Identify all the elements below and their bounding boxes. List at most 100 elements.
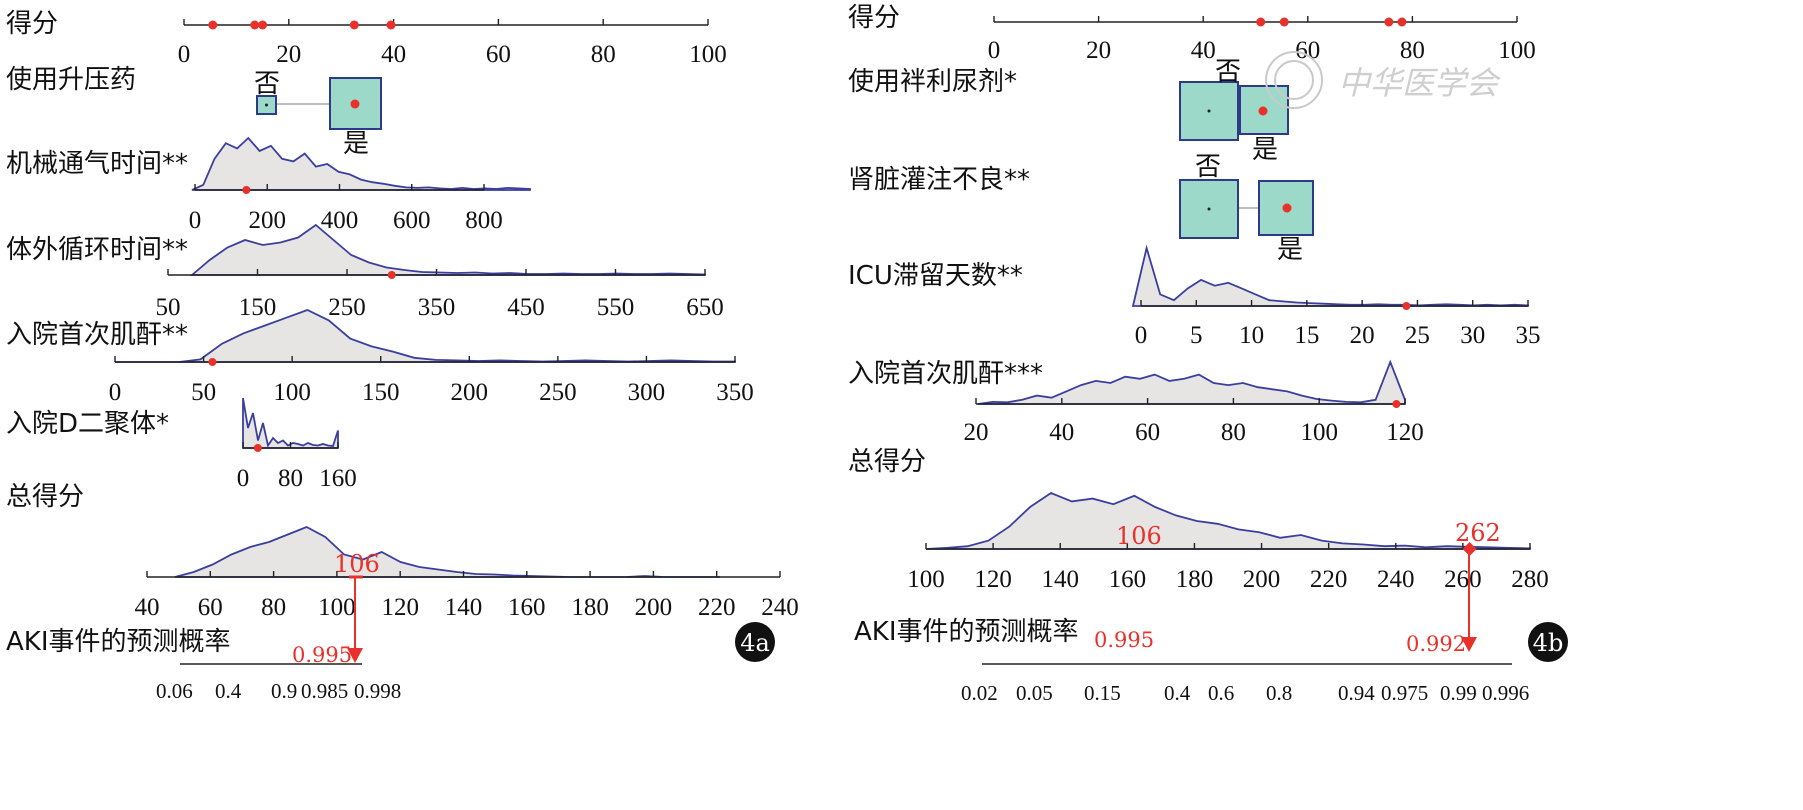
tick-label: 140 — [445, 594, 483, 621]
tick-label: 60 — [1135, 419, 1160, 446]
tick-label: 150 — [239, 294, 277, 321]
tick-label: 50 — [191, 379, 216, 406]
prediction-arrow-head — [347, 648, 363, 663]
score-marker — [258, 20, 268, 30]
tick-label: 15 — [1294, 322, 1319, 349]
tick-label: 200 — [635, 594, 673, 621]
tick-label: 0 — [237, 465, 250, 492]
prob-tick: 0.15 — [1084, 681, 1121, 705]
prediction-arrow-head — [1461, 637, 1477, 652]
var-label-creatinine: 入院首次肌酐** — [6, 320, 188, 350]
category-label-no: 否 — [1195, 152, 1221, 182]
tick-label: 650 — [686, 294, 724, 321]
tick-label: 350 — [418, 294, 456, 321]
density-curve — [115, 309, 736, 363]
tick-label: 550 — [597, 294, 635, 321]
tick-label: 160 — [508, 594, 546, 621]
tick-label: 240 — [1377, 566, 1415, 593]
points-axis-markers — [208, 20, 396, 30]
tick-label: 80 — [278, 465, 303, 492]
tick-label: 120 — [381, 594, 419, 621]
tick-label: 0 — [988, 37, 1001, 64]
score-marker — [349, 20, 359, 30]
category-label-no: 否 — [254, 69, 280, 99]
category-label-no: 否 — [1215, 57, 1241, 87]
prob-tick: 0.9 — [271, 679, 297, 703]
tick-label: 20 — [964, 419, 989, 446]
probability-value-label: 0.992 — [1406, 632, 1466, 656]
tick-label: 80 — [1221, 419, 1246, 446]
panel-badge-label: 4b — [1533, 629, 1564, 657]
tick-label: 10 — [1239, 322, 1264, 349]
probability-extra-label: 0.995 — [1094, 628, 1154, 652]
prob-tick: 0.6 — [1208, 681, 1234, 705]
density-icu-days: 0 5 10 15 20 25 30 35 — [1131, 244, 1541, 349]
tick-label: 40 — [1049, 419, 1074, 446]
var-label-creatinine: 入院首次肌酐*** — [848, 359, 1043, 389]
tick-label: 250 — [328, 294, 366, 321]
var-label-renal-malperfusion: 肾脏灌注不良** — [848, 165, 1030, 195]
watermark: 中华医学会 — [1265, 51, 1501, 109]
value-marker — [1402, 302, 1411, 310]
prob-tick: 0.975 — [1381, 681, 1428, 705]
center-dot — [1207, 109, 1211, 113]
tick-label: 260 — [1444, 566, 1482, 593]
selected-point — [350, 99, 360, 109]
score-marker — [1279, 17, 1289, 27]
center-dot — [1207, 207, 1211, 211]
total-marker-label: 106 — [334, 550, 380, 578]
tick-label: 120 — [1386, 419, 1424, 446]
tick-label: 0 — [109, 379, 122, 406]
var-label-ventilation: 机械通气时间** — [6, 149, 188, 179]
panel-badge-label: 4a — [740, 629, 770, 657]
tick-label: 240 — [761, 594, 799, 621]
prob-tick: 0.996 — [1482, 681, 1529, 705]
tick-label: 5 — [1190, 322, 1203, 349]
category-box-no — [1179, 179, 1239, 239]
tick-label: 200 — [249, 207, 287, 234]
total-marker-diamond — [1462, 542, 1477, 556]
tick-label: 300 — [628, 379, 666, 406]
tick-label: 60 — [486, 41, 511, 68]
watermark-seal-icon — [1265, 51, 1323, 109]
category-box-yes — [1258, 180, 1314, 236]
tick-label: 100 — [907, 566, 945, 593]
tick-label: 120 — [974, 566, 1012, 593]
tick-label: 40 — [135, 594, 160, 621]
density-ventilation: 0 200 400 600 800 — [189, 136, 531, 234]
selected-point — [1282, 203, 1292, 213]
total-marker-label: 262 — [1455, 519, 1501, 547]
tick-label: 180 — [571, 594, 609, 621]
tick-label: 20 — [276, 41, 301, 68]
density-curve — [1131, 244, 1529, 307]
tick-label: 180 — [1176, 566, 1214, 593]
tick-label: 35 — [1516, 322, 1541, 349]
panel-badge — [1528, 622, 1568, 662]
tick-label: 100 — [1300, 419, 1338, 446]
tick-label: 160 — [319, 465, 357, 492]
value-marker — [242, 186, 251, 194]
total-points-density: 100 120 140 160 180 200 220 240 260 280 — [907, 491, 1549, 593]
probability-value-label: 0.995 — [292, 643, 352, 667]
var-label-icu-days: ICU滞留天数** — [848, 261, 1023, 291]
prob-tick: 0.06 — [156, 679, 193, 703]
tick-label: 60 — [198, 594, 223, 621]
points-axis-label: 得分 — [6, 9, 58, 39]
var-label-loop-diuretic: 使用袢利尿剂* — [848, 67, 1017, 97]
tick-label: 0 — [189, 207, 202, 234]
tick-label: 0 — [178, 41, 191, 68]
tick-label: 400 — [321, 207, 359, 234]
score-marker — [1256, 17, 1266, 27]
var-label-ddimer: 入院D二聚体* — [6, 409, 169, 439]
tick-label: 80 — [1400, 37, 1425, 64]
var-label-vasopressor: 使用升压药 — [6, 65, 136, 95]
total-points-label: 总得分 — [6, 482, 84, 512]
watermark-text: 中华医学会 — [1338, 64, 1501, 102]
points-axis-label: 得分 — [848, 3, 900, 33]
watermark-seal-inner — [1274, 60, 1314, 100]
tick-label: 160 — [1109, 566, 1147, 593]
density-curve — [189, 223, 706, 276]
density-curve — [925, 491, 1531, 550]
prob-tick: 0.02 — [961, 681, 998, 705]
tick-label: 100 — [318, 594, 356, 621]
